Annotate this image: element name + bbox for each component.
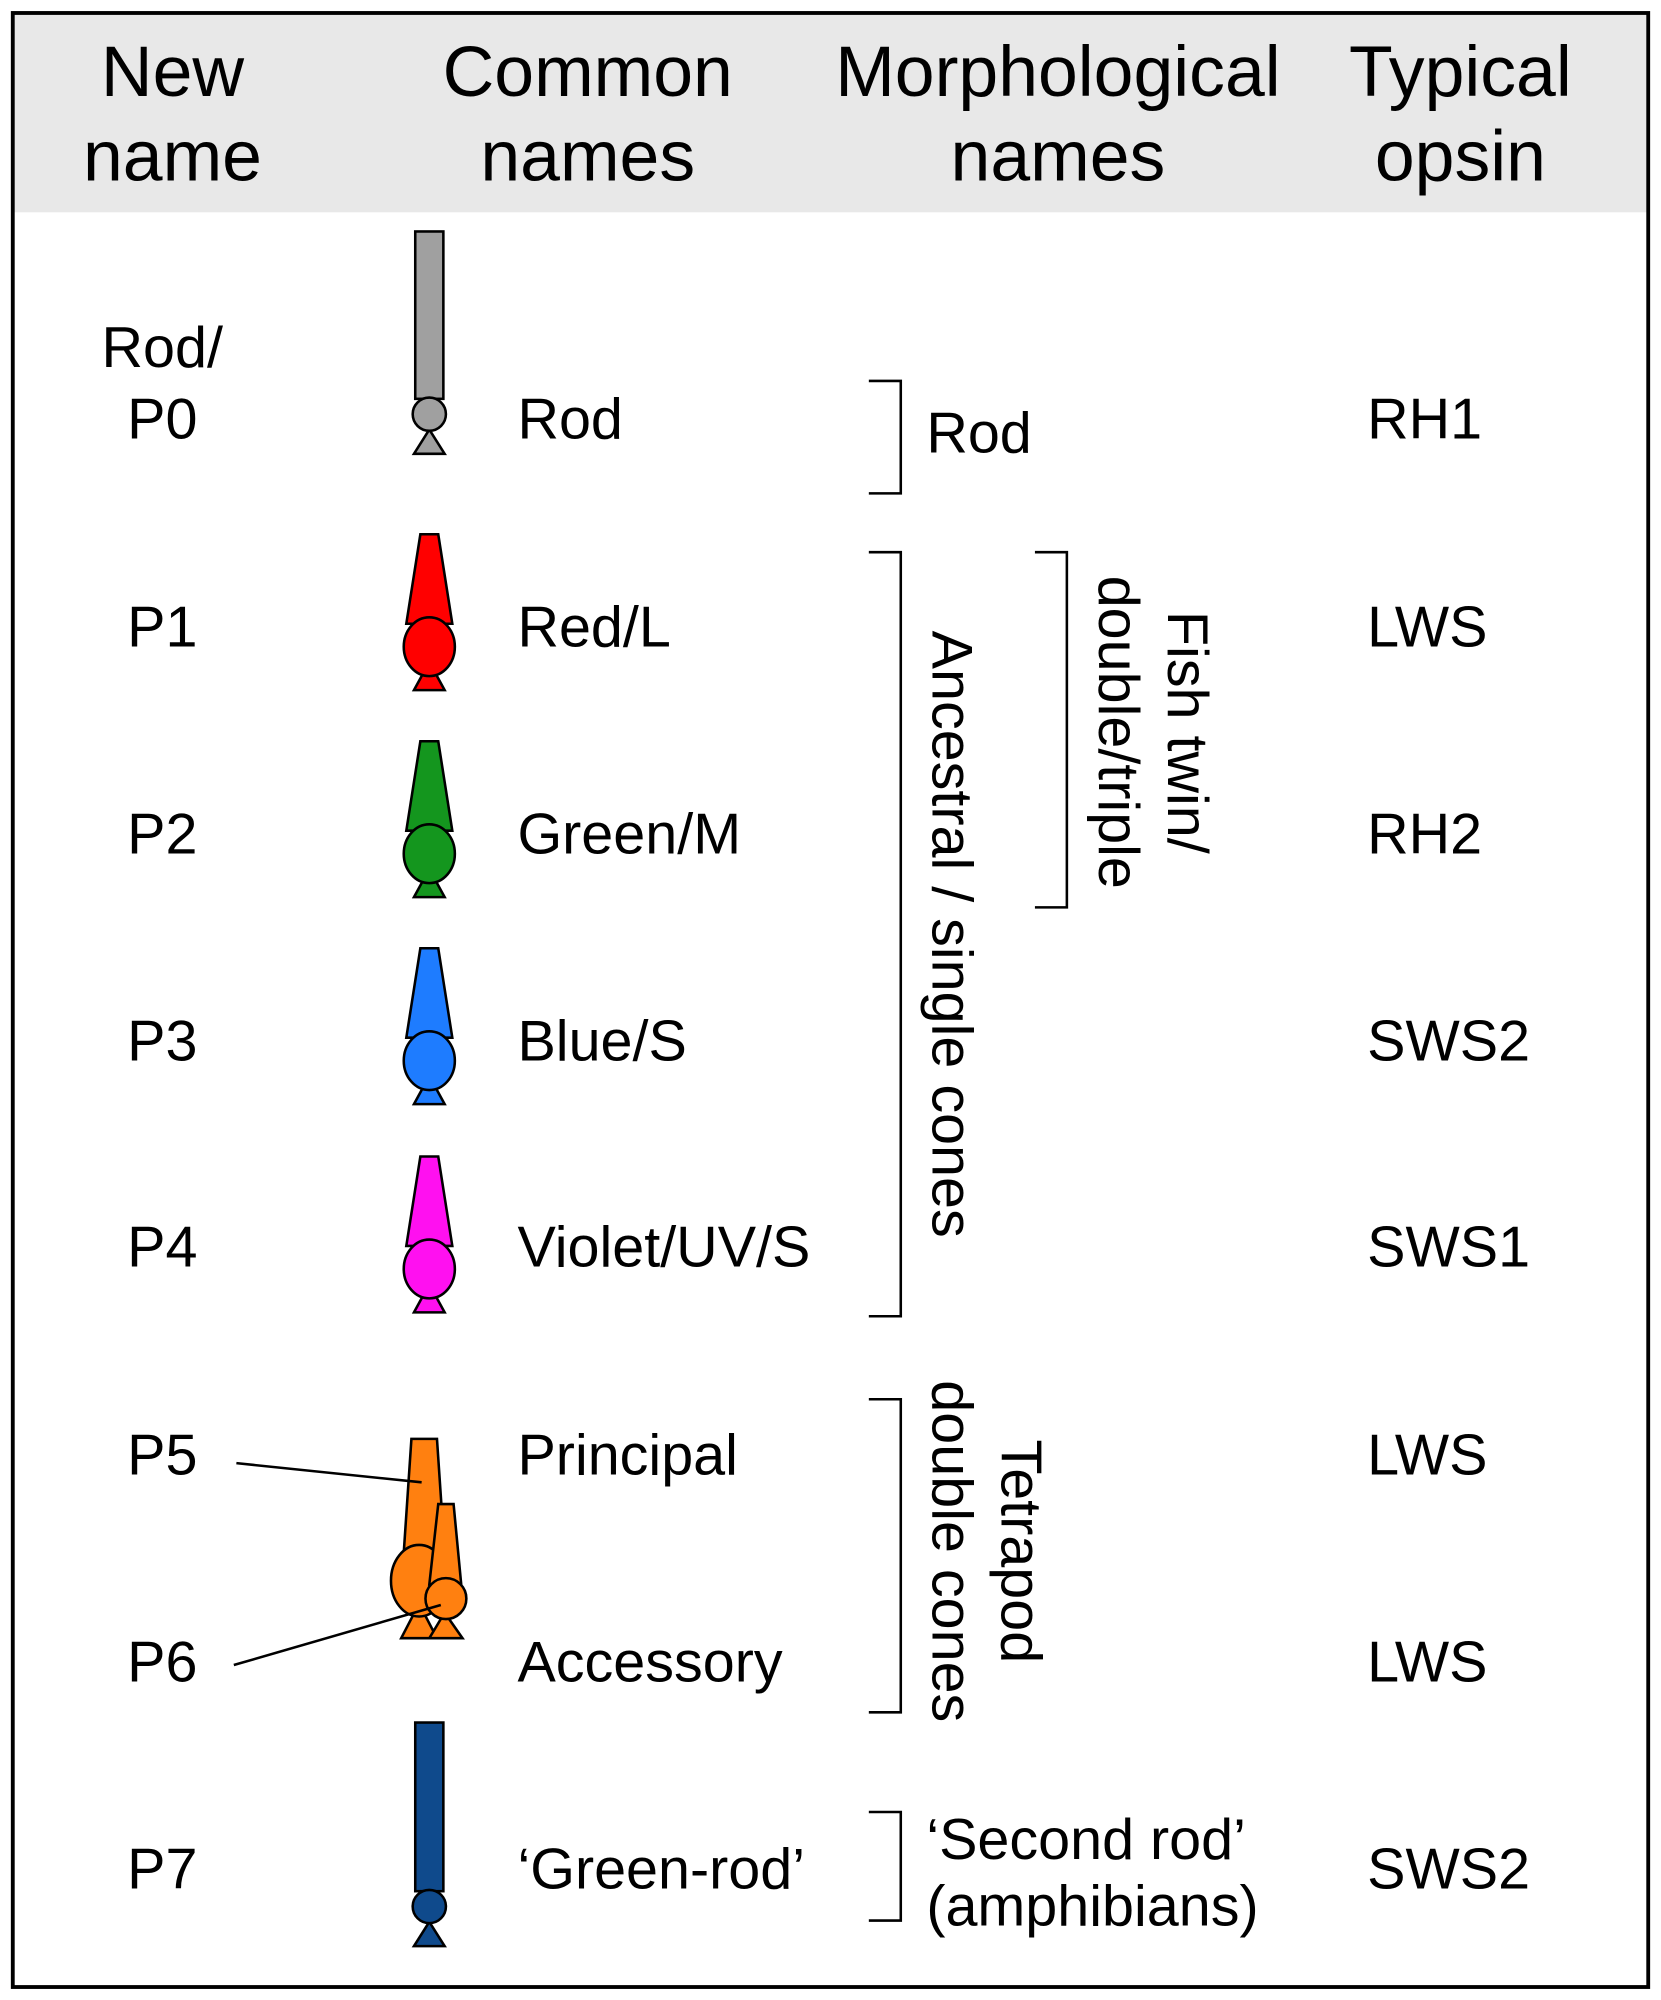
header-label: Typical: [1349, 32, 1572, 112]
group-label: ‘Second rod’: [926, 1808, 1246, 1872]
new-name: Rod/: [102, 316, 223, 380]
header-label: names: [951, 116, 1166, 196]
header-label: Common: [443, 32, 733, 112]
new-name: P7: [127, 1838, 197, 1902]
opsin: RH1: [1367, 387, 1482, 451]
common-name: Rod: [517, 387, 622, 451]
opsin: SWS2: [1367, 1838, 1530, 1902]
cone-outer-segment: [404, 1155, 454, 1248]
cone-outer-segment: [404, 946, 454, 1039]
header-label: names: [480, 116, 695, 196]
group-label: double cones: [920, 1380, 984, 1722]
leader-line: [236, 1461, 422, 1484]
cell-body: [402, 616, 457, 678]
cell-body: [411, 396, 448, 433]
cell-body: [424, 1576, 468, 1621]
group-label: (amphibians): [926, 1875, 1258, 1939]
cell-foot: [399, 1600, 440, 1640]
new-name: P6: [127, 1631, 197, 1695]
bracket: [868, 1810, 903, 1922]
cone-outer-segment: [404, 739, 454, 832]
header-label: name: [83, 116, 262, 196]
new-name: P4: [127, 1215, 197, 1279]
bracket: [868, 550, 903, 1318]
opsin: SWS1: [1367, 1215, 1530, 1279]
common-name: Violet/UV/S: [517, 1215, 810, 1279]
new-name: P0: [127, 387, 197, 451]
common-name: Green/M: [517, 803, 741, 867]
header-label: Morphological: [835, 32, 1280, 112]
common-name: Accessory: [517, 1631, 782, 1695]
common-name: ‘Green-rod’: [517, 1838, 805, 1902]
common-name: Red/L: [517, 596, 670, 660]
opsin: RH2: [1367, 803, 1482, 867]
cell-foot: [411, 427, 447, 456]
group-label: Tetrapod: [989, 1439, 1053, 1663]
leader-line: [233, 1603, 442, 1667]
opsin: SWS2: [1367, 1010, 1530, 1074]
rod-outer-segment: [413, 1721, 445, 1893]
border: [10, 11, 1651, 1989]
bracket: [1034, 550, 1069, 909]
common-name: Principal: [517, 1424, 737, 1488]
cell-body: [402, 823, 457, 885]
header-background: [12, 12, 1649, 213]
group-label: Fish twin/: [1155, 611, 1219, 854]
new-name: P1: [127, 596, 197, 660]
cell-foot: [411, 1919, 447, 1948]
header-label: opsin: [1375, 116, 1546, 196]
group-label: Ancestral / single cones: [920, 631, 984, 1238]
header-label: New: [101, 32, 244, 112]
cell-body: [402, 1030, 457, 1092]
bracket: [868, 1398, 903, 1714]
rod-outer-segment: [413, 230, 445, 401]
bracket: [868, 379, 903, 495]
new-name: P5: [127, 1424, 197, 1488]
opsin: LWS: [1367, 1424, 1487, 1488]
new-name: P3: [127, 1010, 197, 1074]
cell-body: [411, 1888, 448, 1925]
new-name: P2: [127, 803, 197, 867]
opsin: LWS: [1367, 1631, 1487, 1695]
cell-foot: [427, 1610, 465, 1640]
cell-body: [402, 1238, 457, 1300]
group-label: double/triple: [1086, 576, 1150, 889]
common-name: Blue/S: [517, 1010, 686, 1074]
cone-outer-segment: [404, 533, 454, 625]
opsin: LWS: [1367, 596, 1487, 660]
group-label: Rod: [926, 402, 1031, 466]
